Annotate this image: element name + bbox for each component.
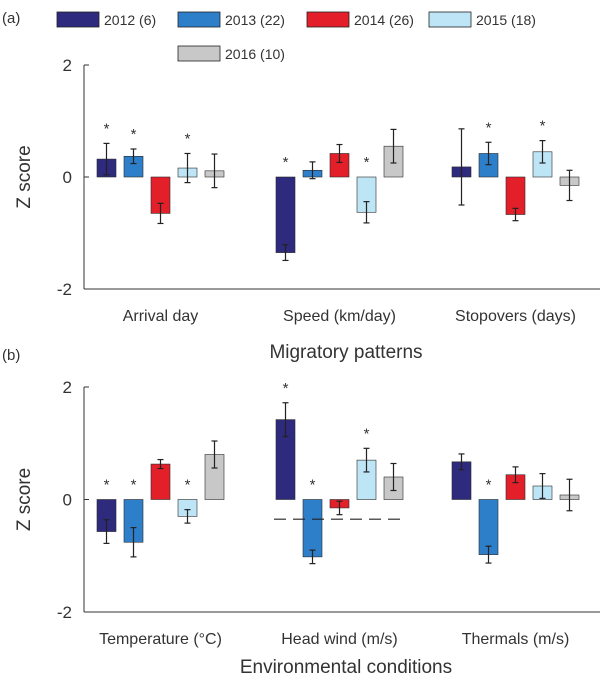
bar [302, 499, 323, 558]
significance-star: * [486, 477, 492, 494]
y-axis-label: Z score [14, 145, 35, 208]
x-tick-label: Stopovers (days) [455, 308, 576, 325]
legend-label-4: 2015 (18) [476, 12, 536, 28]
significance-star: * [104, 477, 110, 494]
panel-label: (a) [2, 10, 20, 27]
significance-star: * [364, 425, 370, 442]
panel-b: (b) 2 0 -2 Z score Temperature (°C) Head wind … [2, 347, 600, 678]
bar [275, 176, 296, 253]
panel-a: (a) 2 0 -2 Z score Arrival day Speed (km/day) S… [2, 10, 600, 363]
x-tick-label: Speed (km/day) [283, 308, 396, 325]
legend-swatch-3 [306, 11, 350, 28]
significance-star: * [185, 130, 191, 147]
y-tick-label: 0 [63, 491, 72, 510]
significance-star: * [131, 477, 137, 494]
y-tick-label: 2 [63, 56, 72, 75]
significance-star: * [131, 126, 137, 143]
significance-star: * [310, 477, 316, 494]
significance-star: * [540, 118, 546, 135]
significance-star: * [364, 154, 370, 171]
legend-label-3: 2014 (26) [354, 12, 414, 28]
significance-star: * [283, 380, 289, 397]
panel-label: (b) [2, 347, 20, 364]
significance-star: * [104, 120, 110, 137]
legend-swatch-5 [177, 45, 221, 62]
y-tick-label: -2 [57, 280, 72, 299]
x-tick-label: Thermals (m/s) [462, 631, 570, 648]
legend: 2012 (6) 2013 (22) 2014 (26) 2015 (18) 2016 … [56, 11, 536, 62]
x-tick-label: Temperature (°C) [99, 631, 222, 648]
x-axis-label: Migratory patterns [269, 342, 422, 363]
y-tick-label: 0 [63, 168, 72, 187]
y-axis-label: Z score [14, 468, 35, 531]
legend-swatch-2 [177, 11, 221, 28]
y-tick-label: -2 [57, 603, 72, 622]
x-tick-label: Arrival day [123, 308, 199, 325]
x-axis-label: Environmental conditions [240, 657, 452, 678]
bar [150, 463, 171, 500]
x-tick-label: Head wind (m/s) [281, 631, 397, 648]
significance-star: * [283, 154, 289, 171]
legend-swatch-1 [56, 11, 100, 28]
legend-swatch-4 [428, 11, 472, 28]
y-tick-label: 2 [63, 378, 72, 397]
legend-label-2: 2013 (22) [225, 12, 285, 28]
significance-star: * [185, 477, 191, 494]
significance-star: * [486, 119, 492, 136]
legend-label-5: 2016 (10) [225, 46, 285, 62]
legend-label-1: 2012 (6) [104, 12, 156, 28]
